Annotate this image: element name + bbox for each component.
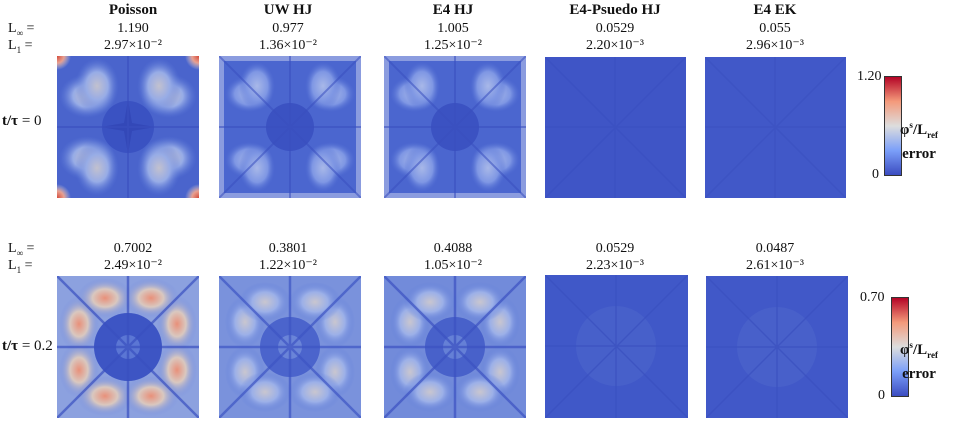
l1-value: 2.61×10⁻³: [746, 258, 804, 273]
linf-value: 0.3801: [268, 241, 308, 256]
linf-value: 1.190: [117, 21, 149, 36]
error-map-e4-psuedo-hj-t0: [545, 57, 686, 198]
linf-value: 0.055: [759, 21, 791, 36]
linf-value: 0.977: [272, 21, 304, 36]
colorbar-min-row2: 0: [878, 388, 885, 403]
linf-value: 0.0529: [595, 241, 635, 256]
linf-label-row1: L∞ =: [8, 21, 35, 38]
error-map-e4-hj-t02: [384, 276, 526, 418]
colorbar-min-row1: 0: [872, 167, 879, 182]
l1-value: 2.23×10⁻³: [586, 258, 644, 273]
colorbar-row2: [891, 297, 909, 397]
l1-value: 1.36×10⁻²: [259, 38, 317, 53]
error-map-uw-hj-t0: [219, 56, 361, 198]
l1-label-row2: L1 =: [8, 258, 33, 275]
l1-value: 2.49×10⁻²: [104, 258, 162, 273]
l1-value: 1.25×10⁻²: [424, 38, 482, 53]
column-title-e4-ek: E4 EK: [753, 2, 797, 18]
l1-value: 2.20×10⁻³: [586, 38, 644, 53]
column-title-e4-hj: E4 HJ: [432, 2, 474, 18]
colorbar-row1: [884, 76, 902, 176]
linf-value: 0.0487: [755, 241, 795, 256]
linf-value: 0.4088: [433, 241, 473, 256]
colorbar-label-row2: φs/Lref error: [900, 340, 938, 382]
error-map-poisson-t02: [57, 276, 199, 418]
l1-value: 2.96×10⁻³: [746, 38, 804, 53]
l1-value: 1.22×10⁻²: [259, 258, 317, 273]
time-label-row1: t/τ = 0: [2, 113, 42, 129]
colorbar-label-row1: φs/Lref error: [900, 120, 938, 162]
l1-value: 1.05×10⁻²: [424, 258, 482, 273]
l1-label-row1: L1 =: [8, 38, 33, 55]
column-title-poisson: Poisson: [108, 2, 158, 18]
l1-value: 2.97×10⁻²: [104, 38, 162, 53]
colorbar-max-row2: 0.70: [860, 290, 885, 305]
error-map-e4-psuedo-hj-t02: [545, 275, 688, 418]
error-map-e4-ek-t0: [705, 57, 846, 198]
error-map-e4-ek-t02: [706, 276, 848, 418]
linf-label-row2: L∞ =: [8, 241, 35, 258]
colorbar-max-row1: 1.20: [857, 69, 882, 84]
error-map-e4-hj-t0: [384, 56, 526, 198]
linf-value: 1.005: [437, 21, 469, 36]
time-label-row2: t/τ = 0.2: [2, 338, 53, 354]
column-title-e4-psuedo-hj: E4-Psuedo HJ: [569, 2, 661, 18]
error-map-uw-hj-t02: [219, 276, 361, 418]
linf-value: 0.7002: [113, 241, 153, 256]
error-map-poisson-t0: [57, 56, 199, 198]
column-title-uw-hj: UW HJ: [263, 2, 313, 18]
linf-value: 0.0529: [595, 21, 635, 36]
